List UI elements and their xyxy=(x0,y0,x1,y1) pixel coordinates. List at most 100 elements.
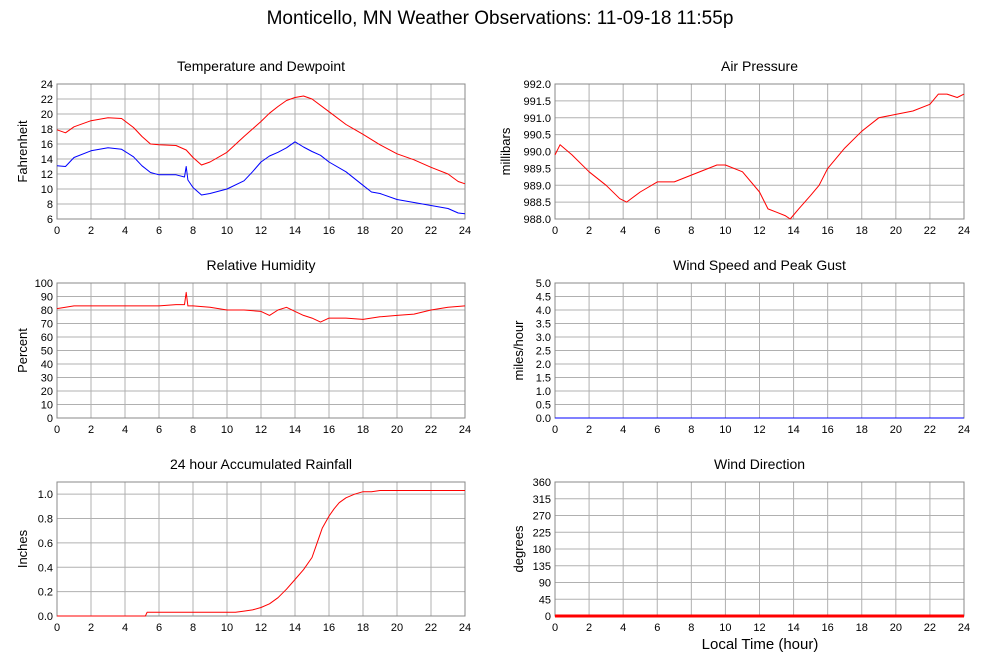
y-tick-label: 90 xyxy=(41,292,53,304)
x-tick-label: 16 xyxy=(822,424,834,436)
series-line-0 xyxy=(554,93,965,220)
y-tick-label: 988.0 xyxy=(523,214,551,226)
y-tick-label: 3.0 xyxy=(536,332,551,344)
y-tick-label: 989.5 xyxy=(523,163,551,175)
x-tick-label: 4 xyxy=(122,424,128,436)
x-tick-label: 14 xyxy=(787,225,799,237)
y-tick-label: 2.0 xyxy=(536,359,551,371)
x-tick-label: 10 xyxy=(221,622,233,634)
plot-frame xyxy=(56,282,466,419)
x-tick-label: 16 xyxy=(323,424,335,436)
y-tick-label: 315 xyxy=(533,494,551,506)
chart-title: Temperature and Dewpoint xyxy=(177,58,345,74)
y-tick-label: 18 xyxy=(41,124,53,136)
y-tick-label: 988.5 xyxy=(523,197,551,209)
x-tick-label: 14 xyxy=(787,622,799,634)
x-tick-label: 2 xyxy=(88,225,94,237)
x-tick-label: 0 xyxy=(54,424,60,436)
chart-title: Wind Speed and Peak Gust xyxy=(673,257,846,273)
y-tick-label: 992.0 xyxy=(523,79,551,91)
x-tick-label: 0 xyxy=(54,622,60,634)
y-axis-label: miles/hour xyxy=(511,320,526,381)
x-tick-label: 12 xyxy=(753,424,765,436)
y-tick-label: 4.0 xyxy=(536,305,551,317)
x-tick-label: 8 xyxy=(190,424,196,436)
y-tick-label: 3.5 xyxy=(536,319,551,331)
y-axis-label: degrees xyxy=(511,525,526,572)
y-tick-label: 10 xyxy=(41,400,53,412)
y-tick-label: 270 xyxy=(533,511,551,523)
x-tick-label: 14 xyxy=(289,424,301,436)
x-tick-label: 0 xyxy=(552,622,558,634)
y-tick-label: 0 xyxy=(47,413,53,425)
x-tick-label: 2 xyxy=(88,622,94,634)
y-tick-label: 0.5 xyxy=(536,400,551,412)
x-tick-label: 12 xyxy=(255,225,267,237)
y-tick-label: 180 xyxy=(533,544,551,556)
x-tick-label: 22 xyxy=(425,424,437,436)
x-tick-label: 24 xyxy=(459,424,471,436)
x-tick-label: 12 xyxy=(753,225,765,237)
x-tick-label: 18 xyxy=(357,424,369,436)
y-tick-label: 1.5 xyxy=(536,373,551,385)
x-tick-label: 4 xyxy=(122,225,128,237)
x-tick-label: 22 xyxy=(924,225,936,237)
x-tick-label: 16 xyxy=(323,225,335,237)
y-tick-label: 100 xyxy=(35,278,53,290)
x-tick-label: 24 xyxy=(958,424,970,436)
x-tick-label: 6 xyxy=(654,424,660,436)
x-tick-label: 10 xyxy=(221,225,233,237)
chart-title: 24 hour Accumulated Rainfall xyxy=(170,456,352,472)
y-tick-label: 6 xyxy=(47,214,53,226)
y-tick-label: 24 xyxy=(41,79,53,91)
x-tick-label: 18 xyxy=(856,225,868,237)
page-title: Monticello, MN Weather Observations: 11-… xyxy=(266,8,734,29)
x-tick-label: 18 xyxy=(856,424,868,436)
x-tick-label: 0 xyxy=(54,225,60,237)
y-tick-label: 135 xyxy=(533,561,551,573)
x-tick-label: 10 xyxy=(221,424,233,436)
y-tick-label: 989.0 xyxy=(523,180,551,192)
y-tick-label: 990.5 xyxy=(523,130,551,142)
y-tick-label: 10 xyxy=(41,184,53,196)
x-tick-label: 14 xyxy=(289,622,301,634)
y-tick-label: 2.5 xyxy=(536,346,551,358)
y-tick-label: 40 xyxy=(41,359,53,371)
x-tick-label: 22 xyxy=(924,622,936,634)
x-tick-label: 6 xyxy=(156,424,162,436)
chart-title: Air Pressure xyxy=(721,58,798,74)
x-tick-label: 0 xyxy=(552,225,558,237)
y-tick-label: 30 xyxy=(41,373,53,385)
x-tick-label: 14 xyxy=(787,424,799,436)
x-tick-label: 20 xyxy=(391,225,403,237)
y-tick-label: 60 xyxy=(41,332,53,344)
x-tick-label: 12 xyxy=(255,424,267,436)
y-tick-label: 12 xyxy=(41,169,53,181)
series-line-0 xyxy=(56,291,466,323)
series-line-1 xyxy=(56,141,466,215)
y-tick-label: 0.0 xyxy=(536,413,551,425)
x-tick-label: 24 xyxy=(958,225,970,237)
x-tick-label: 16 xyxy=(822,622,834,634)
x-tick-label: 8 xyxy=(688,225,694,237)
y-tick-label: 991.0 xyxy=(523,113,551,125)
x-tick-label: 2 xyxy=(88,424,94,436)
x-tick-label: 6 xyxy=(156,225,162,237)
x-tick-label: 4 xyxy=(620,424,626,436)
x-tick-label: 0 xyxy=(552,424,558,436)
y-tick-label: 8 xyxy=(47,199,53,211)
y-tick-label: 360 xyxy=(533,477,551,489)
y-tick-label: 90 xyxy=(539,578,551,590)
y-tick-label: 22 xyxy=(41,94,53,106)
plot-frame xyxy=(56,481,466,617)
x-tick-label: 6 xyxy=(654,622,660,634)
x-tick-label: 20 xyxy=(391,622,403,634)
y-tick-label: 20 xyxy=(41,386,53,398)
y-tick-label: 0 xyxy=(545,611,551,623)
x-tick-label: 8 xyxy=(688,622,694,634)
